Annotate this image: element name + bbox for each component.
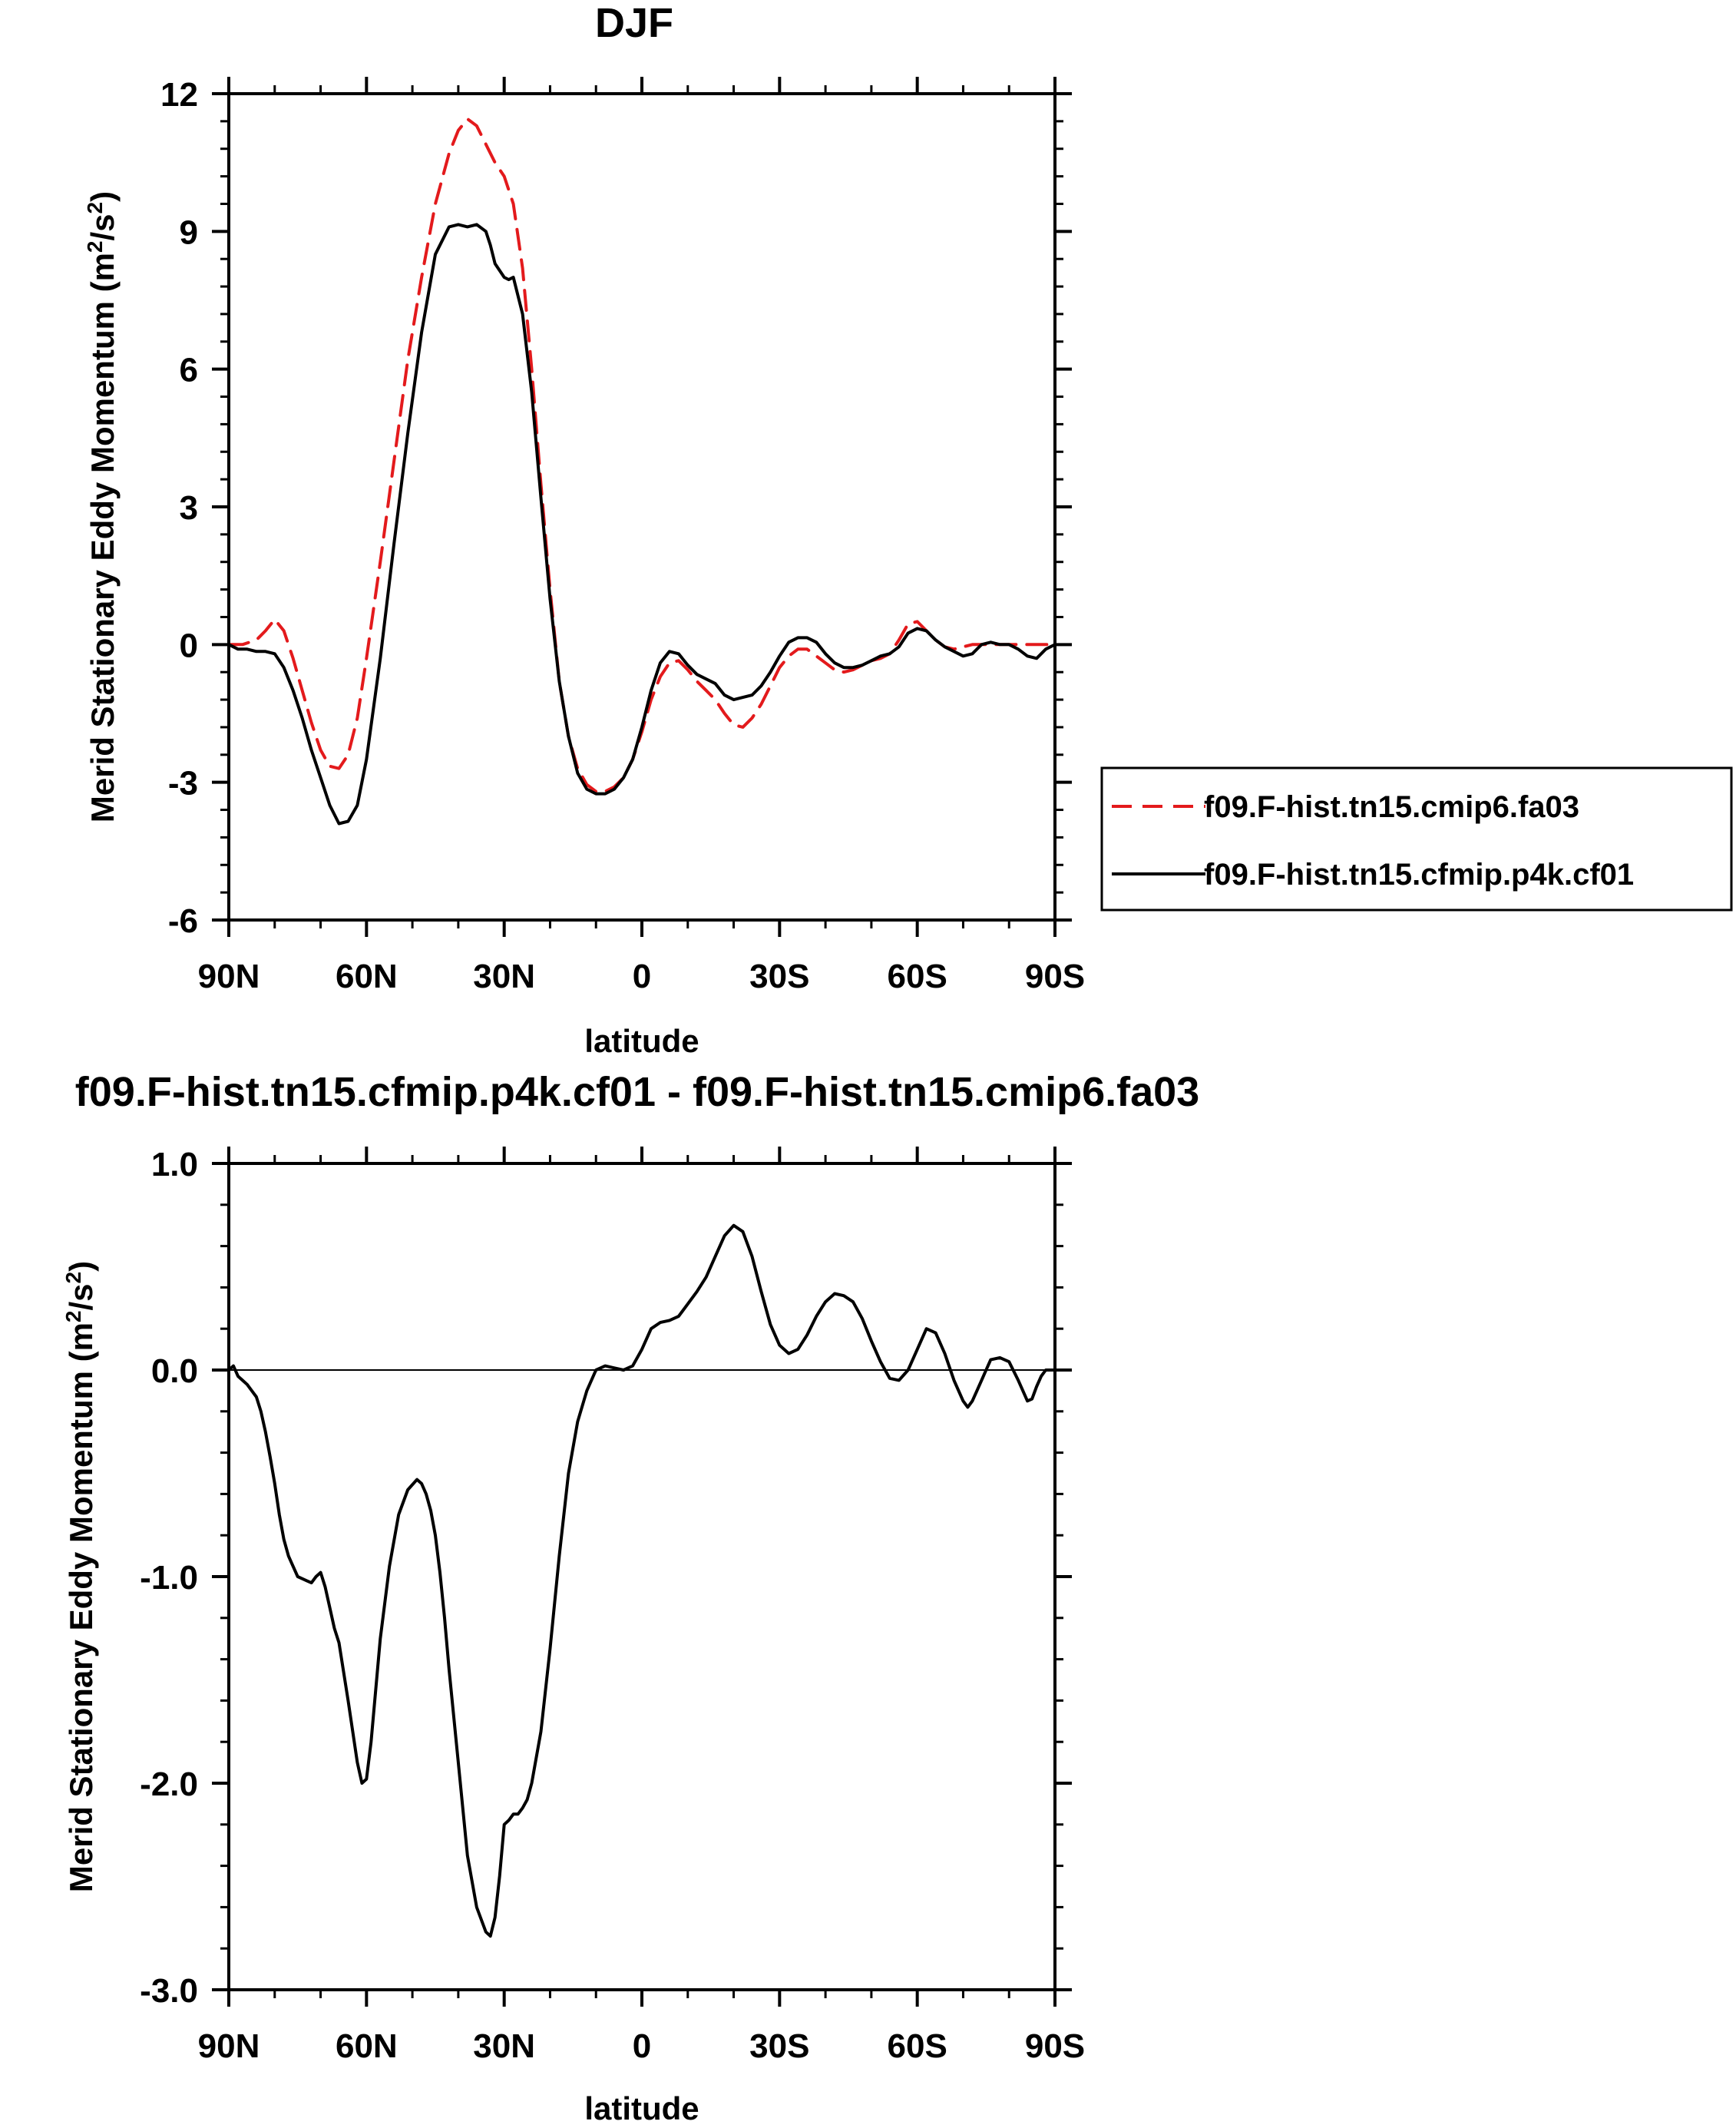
top-plot-frame [227,92,1056,922]
top-y-tick-labels: -6 -3 0 3 6 9 12 [160,76,198,940]
top-x-tick-label: 60S [888,958,947,995]
bottom-y-axis-label-mid: /s [63,1283,99,1310]
bottom-y-axis-label-main: Merid Stationary Eddy Momentum (m [63,1322,99,1892]
bottom-x-tick-label: 90S [1025,2027,1085,2065]
bottom-y-tick-labels: -3.0 -2.0 -1.0 0.0 1.0 [140,1146,198,2010]
bottom-y-tick-label: -3.0 [140,1972,198,2010]
bottom-panel: f09.F-hist.tn15.cfmip.p4k.cf01 - f09.F-h… [61,1069,1200,2126]
bottom-x-axis-label: latitude [584,2090,699,2126]
bottom-chart-title: f09.F-hist.tn15.cfmip.p4k.cf01 - f09.F-h… [75,1069,1199,1115]
bottom-x-tick-label: 30S [749,2027,809,2065]
top-x-tick-label: 30S [749,958,809,995]
bottom-y-axis-label: Merid Stationary Eddy Momentum (m2/s2) [61,1261,100,1892]
legend: f09.F-hist.tn15.cmip6.fa03 f09.F-hist.tn… [1100,766,1733,912]
bottom-y-axis-label-end: ) [63,1261,99,1272]
top-y-axis-label-sup1: 2 [83,240,107,253]
bottom-x-tick-label: 60N [336,2027,398,2065]
top-x-tick-labels: 90N 60N 30N 0 30S 60S 90S [198,958,1086,995]
bottom-y-tick-label: 1.0 [151,1146,198,1183]
top-y-axis-label: Merid Stationary Eddy Momentum (m2/s2) [83,191,121,822]
bottom-y-axis-label-sup2: 2 [61,1272,85,1284]
bottom-series-group [227,1223,1056,1938]
top-x-axis-label: latitude [584,1023,699,1059]
legend-box [1100,766,1733,912]
bottom-plot-frame [227,1162,1056,1991]
top-y-tick-label: 0 [180,627,198,664]
top-y-tick-label: 6 [180,352,198,389]
top-y-axis-label-sup2: 2 [83,202,107,214]
top-series-line-1 [227,117,1056,793]
bottom-x-tick-label: 30N [473,2027,535,2065]
bottom-y-axis-label-sup1: 2 [61,1310,85,1322]
bottom-y-tick-label: -2.0 [140,1766,198,1803]
top-series-line-2 [227,223,1056,826]
bottom-x-tick-label: 0 [633,2027,651,2065]
top-y-tick-label: 12 [160,76,198,114]
bottom-x-tick-labels: 90N 60N 30N 0 30S 60S 90S [198,2027,1086,2065]
top-x-tick-label: 60N [336,958,398,995]
bottom-tick-marks [212,1147,1072,2007]
bottom-x-tick-label: 90N [198,2027,260,2065]
legend-label-p4k: f09.F-hist.tn15.cfmip.p4k.cf01 [1204,858,1634,892]
top-panel: DJF 90N 60N 30N 0 30S 60S 90S -6 -3 0 3 6 9 12 latit… [83,0,1733,1059]
top-y-axis-label-mid: /s [84,213,121,240]
top-tick-marks [212,77,1072,937]
top-x-tick-label: 0 [633,958,651,995]
top-x-tick-label: 90N [198,958,260,995]
bottom-x-tick-label: 60S [888,2027,947,2065]
legend-label-cmip6: f09.F-hist.tn15.cmip6.fa03 [1204,790,1579,824]
top-x-tick-label: 30N [473,958,535,995]
top-series-group [227,117,1056,826]
top-y-tick-label: -3 [168,765,198,803]
top-y-tick-label: -6 [168,902,198,940]
bottom-y-tick-label: -1.0 [140,1559,198,1597]
top-y-axis-label-main: Merid Stationary Eddy Momentum (m [84,253,121,822]
top-x-tick-label: 90S [1025,958,1085,995]
bottom-y-tick-label: 0.0 [151,1352,198,1390]
top-y-axis-label-end: ) [84,191,121,202]
bottom-series-line-1 [227,1223,1056,1938]
top-chart-title: DJF [595,0,673,46]
top-y-tick-label: 9 [180,213,198,251]
top-y-tick-label: 3 [180,489,198,527]
